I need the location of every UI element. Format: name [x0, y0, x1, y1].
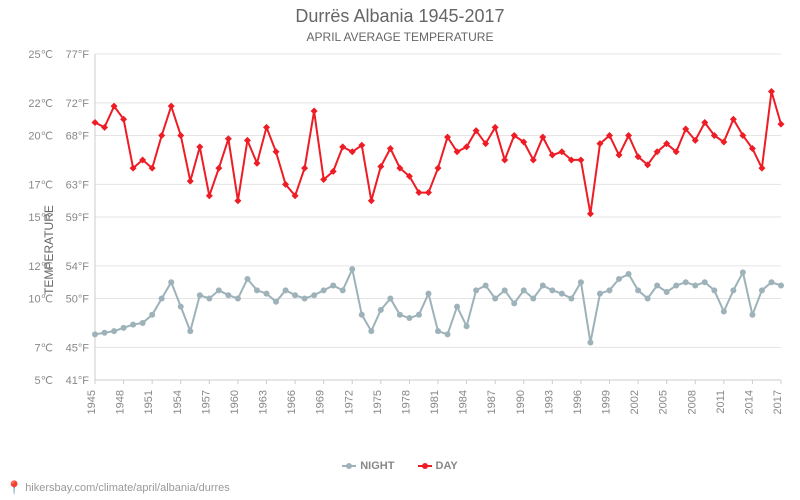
plot-area: 5℃41°F7℃45°F10℃50°F12℃54°F15℃59°F17℃63°F… — [95, 48, 785, 438]
svg-text:2005: 2005 — [658, 390, 670, 414]
svg-text:59°F: 59°F — [66, 212, 90, 224]
svg-text:1987: 1987 — [486, 390, 498, 414]
legend-label-day: DAY — [436, 460, 458, 472]
svg-text:17℃: 17℃ — [28, 179, 53, 191]
svg-text:1981: 1981 — [429, 390, 441, 414]
svg-text:1975: 1975 — [372, 390, 384, 414]
svg-text:1960: 1960 — [229, 390, 241, 414]
svg-text:77°F: 77°F — [66, 49, 90, 61]
chart-title: Durrës Albania 1945-2017 — [0, 6, 800, 27]
svg-text:22℃: 22℃ — [28, 98, 53, 110]
svg-text:1957: 1957 — [200, 390, 212, 414]
chart-svg: 5℃41°F7℃45°F10℃50°F12℃54°F15℃59°F17℃63°F… — [95, 48, 785, 438]
legend-item-day: DAY — [418, 460, 458, 472]
svg-text:1969: 1969 — [315, 390, 327, 414]
svg-text:54°F: 54°F — [66, 261, 90, 273]
svg-text:63°F: 63°F — [66, 179, 90, 191]
svg-text:7℃: 7℃ — [35, 342, 53, 354]
svg-text:25℃: 25℃ — [28, 49, 53, 61]
svg-text:72°F: 72°F — [66, 98, 90, 110]
chart-subtitle: April Average Temperature — [0, 30, 800, 44]
svg-text:1963: 1963 — [258, 390, 270, 414]
legend-item-night: NIGHT — [342, 460, 394, 472]
attribution-text: hikersbay.com/climate/april/albania/durr… — [25, 482, 230, 494]
legend-swatch-day — [418, 465, 432, 467]
svg-text:1948: 1948 — [115, 390, 127, 414]
legend-label-night: NIGHT — [360, 460, 394, 472]
svg-text:1999: 1999 — [601, 390, 613, 414]
map-pin-icon: 📍 — [6, 480, 22, 496]
svg-text:1945: 1945 — [86, 390, 98, 414]
svg-text:1966: 1966 — [286, 390, 298, 414]
svg-text:1954: 1954 — [172, 390, 184, 414]
legend: NIGHT DAY — [0, 458, 800, 472]
svg-text:20℃: 20℃ — [28, 131, 53, 143]
svg-text:1993: 1993 — [543, 390, 555, 414]
svg-text:50°F: 50°F — [66, 294, 90, 306]
svg-text:68°F: 68°F — [66, 131, 90, 143]
attribution: 📍 hikersbay.com/climate/april/albania/du… — [6, 480, 230, 496]
legend-swatch-night — [342, 465, 356, 467]
svg-text:2008: 2008 — [686, 390, 698, 414]
svg-text:5℃: 5℃ — [35, 375, 53, 387]
svg-text:10℃: 10℃ — [28, 294, 53, 306]
svg-text:45°F: 45°F — [66, 342, 90, 354]
svg-text:1984: 1984 — [458, 390, 470, 414]
svg-text:41°F: 41°F — [66, 375, 90, 387]
svg-text:1990: 1990 — [515, 390, 527, 414]
svg-text:12℃: 12℃ — [28, 261, 53, 273]
svg-text:1972: 1972 — [343, 390, 355, 414]
svg-text:2002: 2002 — [629, 390, 641, 414]
svg-text:2011: 2011 — [715, 390, 727, 414]
svg-text:2014: 2014 — [743, 390, 755, 414]
svg-text:1996: 1996 — [572, 390, 584, 414]
svg-text:1978: 1978 — [400, 390, 412, 414]
svg-text:2017: 2017 — [772, 390, 784, 414]
svg-text:1951: 1951 — [143, 390, 155, 414]
chart-container: Durrës Albania 1945-2017 April Average T… — [0, 0, 800, 500]
svg-text:15℃: 15℃ — [28, 212, 53, 224]
